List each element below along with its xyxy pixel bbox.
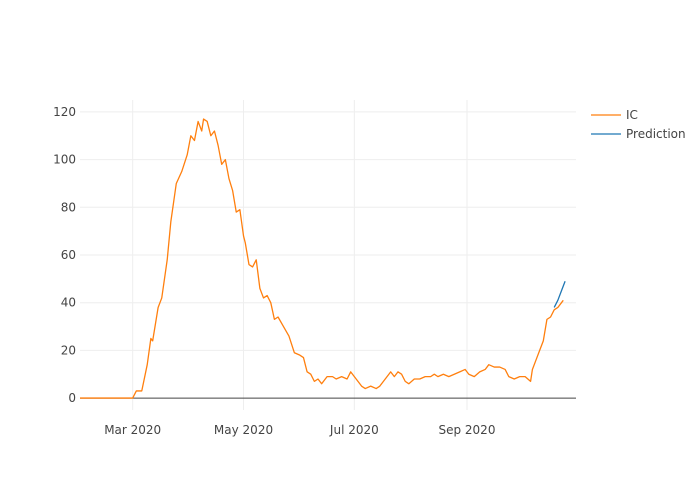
tick-layer: Mar 2020 May 2020 Jul 2020 Sep 2020 0 20 40 60 8… [53,105,495,437]
y-tick-label: 60 [61,248,76,262]
y-tick-label: 20 [61,343,76,357]
series-layer [80,118,566,399]
y-tick-label: 120 [53,105,76,119]
y-tick-label: 40 [61,296,76,310]
series-line-ic [80,118,564,399]
x-tick-label: Jul 2020 [329,423,379,437]
x-tick-label: May 2020 [214,423,273,437]
legend-label: Prediction [626,127,686,141]
y-tick-label: 80 [61,200,76,214]
x-tick-label: Sep 2020 [438,423,495,437]
y-tick-label: 100 [53,153,76,167]
x-tick-label: Mar 2020 [104,423,161,437]
series-line-prediction [553,280,566,308]
grid-layer [80,100,576,410]
y-tick-label: 0 [68,391,76,405]
legend-label: IC [626,108,638,122]
legend: IC Prediction [591,108,686,141]
